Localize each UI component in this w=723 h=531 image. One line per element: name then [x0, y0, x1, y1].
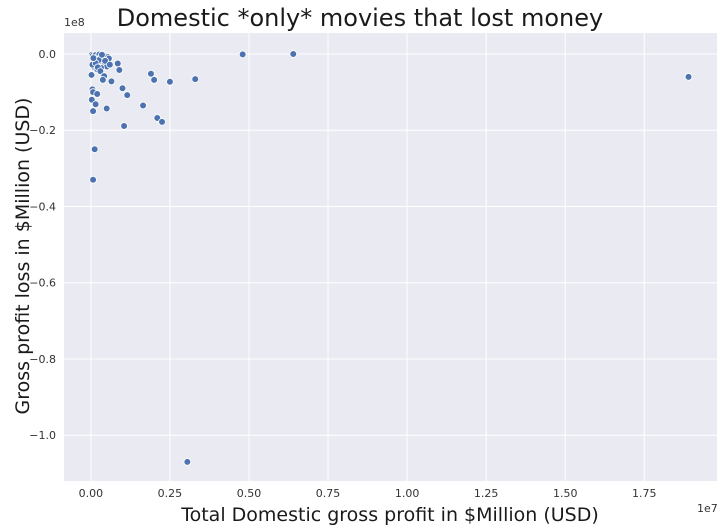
data-point [238, 50, 247, 59]
data-point [107, 77, 116, 86]
data-point [115, 66, 124, 74]
data-point [139, 101, 147, 110]
x-axis-label: Total Domestic gross profit in $Million … [180, 504, 599, 526]
y-tick-label: 0.0 [39, 48, 57, 61]
data-point [684, 73, 693, 81]
data-point [120, 122, 128, 130]
data-point [89, 54, 98, 62]
x-tick-label: 0.75 [316, 487, 341, 500]
data-point [147, 69, 155, 78]
x-tick-label: 1.25 [474, 487, 499, 500]
x-tick-label: 1.00 [395, 487, 420, 500]
y-tick-label: −0.2 [29, 124, 56, 137]
data-point [99, 76, 107, 84]
grid-lines [64, 33, 717, 481]
data-point [150, 76, 158, 84]
data-point [123, 91, 132, 99]
y-axis-offset-label: 1e8 [64, 16, 85, 29]
y-tick-label: −0.8 [29, 353, 56, 366]
x-tick-label: 1.50 [553, 487, 578, 500]
data-point [191, 75, 200, 83]
plot-background [64, 33, 717, 481]
data-point [158, 118, 166, 126]
data-point [89, 107, 97, 115]
data-point [113, 59, 122, 68]
x-axis-offset-label: 1e7 [697, 502, 718, 515]
y-tick-label: −0.6 [29, 277, 56, 290]
data-point [93, 90, 102, 98]
y-tick-label: −0.4 [29, 200, 56, 213]
data-point [98, 50, 106, 59]
data-point [118, 84, 127, 93]
data-point [289, 50, 298, 58]
y-axis-label: Gross profit loss in $Million (USD) [12, 98, 34, 415]
data-point [87, 71, 96, 79]
data-point [90, 145, 99, 154]
data-point [183, 458, 192, 466]
x-tick-labels: 0.00 0.25 0.50 0.75 1.00 1.25 1.50 1.75 [79, 487, 657, 500]
data-point [106, 60, 114, 69]
x-tick-label: 0.50 [237, 487, 262, 500]
data-point [89, 175, 97, 184]
x-tick-label: 0.25 [158, 487, 183, 500]
y-tick-label: −1.0 [29, 429, 56, 442]
data-point [91, 100, 100, 109]
data-point [166, 78, 174, 86]
chart-title: Domestic *only* movies that lost money [117, 4, 603, 32]
x-tick-label: 1.75 [632, 487, 657, 500]
data-point [102, 104, 111, 113]
x-tick-label: 0.00 [79, 487, 104, 500]
data-points [87, 50, 693, 466]
y-tick-labels: 0.0 −0.2 −0.4 −0.6 −0.8 −1.0 [29, 48, 56, 442]
data-point [96, 67, 105, 75]
